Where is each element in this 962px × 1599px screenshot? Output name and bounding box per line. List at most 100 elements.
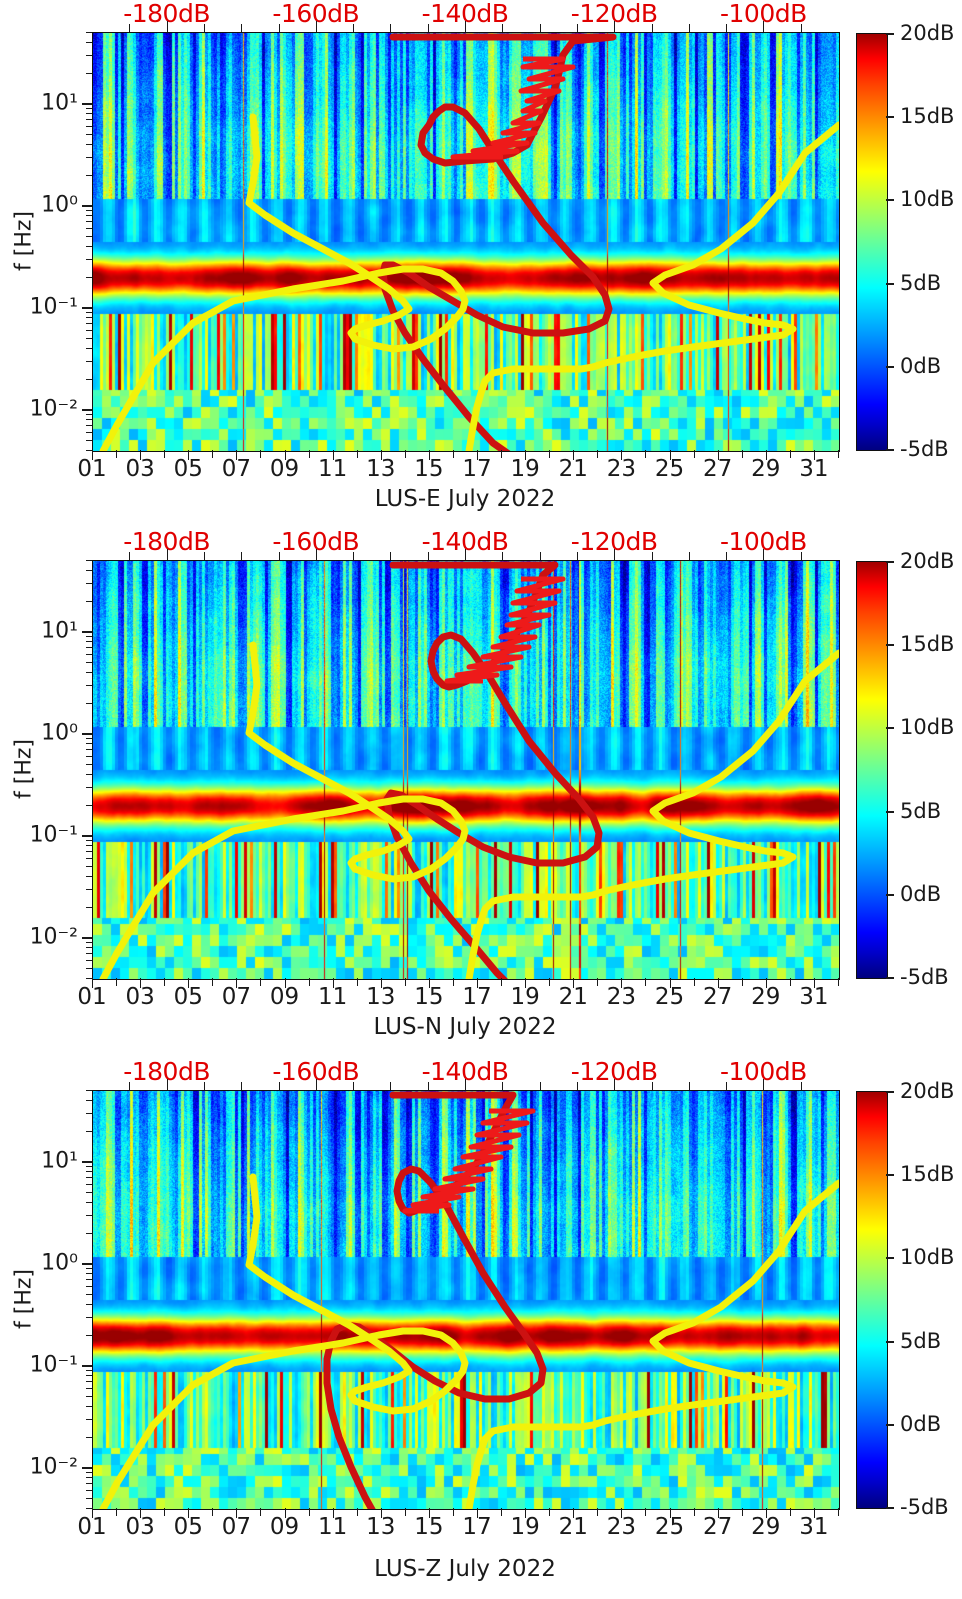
y-axis-minor-tick xyxy=(86,54,92,56)
y-axis-minor-tick xyxy=(86,1192,92,1194)
colorbar-tick-label: 0dB xyxy=(900,881,942,906)
x-axis-minor-tick xyxy=(308,1508,310,1516)
y-axis-minor-tick xyxy=(86,323,92,325)
top-axis-minor-tick xyxy=(502,1082,504,1090)
x-axis-tick xyxy=(669,978,671,988)
x-axis-tick xyxy=(140,450,142,460)
colorbar-gradient xyxy=(856,33,888,451)
x-axis-tick xyxy=(813,450,815,460)
colorbar-tick xyxy=(886,893,894,896)
y-axis-minor-tick xyxy=(86,72,92,74)
top-axis-minor-tick xyxy=(726,1082,728,1090)
panel-lus-z: -180dB -160dB -140dB -120dB -100dB f [Hz] 10… xyxy=(0,1057,962,1599)
y-axis-tick xyxy=(82,307,92,310)
x-axis-minor-tick xyxy=(404,450,406,458)
x-axis-minor-tick xyxy=(645,1508,647,1516)
y-axis-tick-label: 10⁰ xyxy=(41,192,78,218)
x-axis-tick xyxy=(236,1508,238,1518)
y-axis-minor-tick xyxy=(86,942,92,944)
panel-title: LUS-N July 2022 xyxy=(373,1014,557,1040)
x-axis-minor-tick xyxy=(501,978,503,986)
colorbar-tick xyxy=(886,727,894,730)
colorbar-tick xyxy=(886,199,894,202)
y-axis-minor-tick xyxy=(86,804,92,806)
y-axis-minor-tick xyxy=(86,221,92,223)
top-axis-tick xyxy=(763,21,765,32)
y-axis-minor-tick xyxy=(86,440,92,442)
y-axis-minor-tick xyxy=(86,635,92,637)
y-axis-minor-tick xyxy=(86,107,92,109)
x-axis-tick-label: 21 xyxy=(558,984,588,1010)
top-axis-minor-tick xyxy=(129,1082,131,1090)
x-axis-minor-tick xyxy=(645,978,647,986)
y-axis-minor-tick xyxy=(86,1381,92,1383)
x-axis-minor-tick xyxy=(838,1508,839,1516)
y-axis-minor-tick xyxy=(86,569,92,571)
y-axis-frequency: f [Hz] 10⁻² 10⁻¹ 10⁰ 10¹ xyxy=(0,560,92,979)
y-axis-tick xyxy=(82,1467,92,1470)
y-axis-minor-tick xyxy=(86,764,92,766)
x-axis-tick-label: 03 xyxy=(125,456,155,482)
colorbar-tick-label: -5dB xyxy=(900,437,949,461)
y-axis-tick xyxy=(82,1161,92,1164)
y-axis-minor-tick xyxy=(86,317,92,319)
top-axis-tick xyxy=(465,21,466,32)
x-axis-tick xyxy=(332,450,334,460)
y-axis-minor-tick xyxy=(86,560,92,561)
x-axis-minor-tick xyxy=(501,450,503,458)
x-axis-tick xyxy=(332,978,334,988)
x-axis-tick xyxy=(477,450,479,460)
colorbar-ticks: -5dB 0dB 5dB 10dB 15dB 20dB xyxy=(856,1079,962,1519)
y-axis-minor-tick xyxy=(86,156,92,158)
top-axis-minor-tick xyxy=(502,552,504,560)
top-axis-minor-tick xyxy=(278,1082,280,1090)
y-axis-minor-tick xyxy=(86,888,92,890)
top-axis-tick xyxy=(166,549,168,560)
y-axis-tick xyxy=(82,103,92,106)
colorbar-tick-label: 0dB xyxy=(900,1411,942,1436)
y-axis-minor-tick xyxy=(86,1183,92,1185)
y-axis-minor-tick xyxy=(86,653,92,655)
x-axis-minor-tick xyxy=(838,978,839,986)
spectrogram-plot-area xyxy=(92,560,840,980)
x-axis-tick-label: 01 xyxy=(77,456,107,482)
colorbar-tick-label: 15dB xyxy=(900,104,955,129)
colorbar-tick xyxy=(886,561,894,563)
x-axis-tick-label: 11 xyxy=(318,456,348,482)
colorbar-ticks: -5dB 0dB 5dB 10dB 15dB 20dB xyxy=(856,549,962,989)
x-axis-tick xyxy=(140,1508,142,1518)
x-axis-minor-tick xyxy=(741,1508,743,1516)
y-axis-tick-label: 10⁻² xyxy=(29,924,78,950)
y-axis-tick xyxy=(82,409,92,412)
y-axis-minor-tick xyxy=(86,338,92,340)
y-axis-tick xyxy=(82,937,92,940)
top-axis-minor-tick xyxy=(651,24,653,32)
x-axis-tick xyxy=(573,450,575,460)
y-axis-frequency: f [Hz] 10⁻² 10⁻¹ 10⁰ 10¹ xyxy=(0,1090,92,1509)
top-axis-minor-tick xyxy=(427,24,429,32)
top-axis-minor-tick xyxy=(390,24,392,32)
x-axis-tick-label: 11 xyxy=(318,984,348,1010)
panel-lus-e: -180dB -160dB -140dB -120dB -100dB f [Hz] 10… xyxy=(0,0,962,520)
y-axis-minor-tick xyxy=(86,227,92,229)
top-axis-minor-tick xyxy=(688,24,690,32)
x-axis-minor-tick xyxy=(597,978,599,986)
x-axis-tick-label: 31 xyxy=(799,984,829,1010)
top-axis-tick xyxy=(465,1079,466,1090)
y-axis-minor-tick xyxy=(86,1498,92,1500)
x-axis-minor-tick xyxy=(452,450,454,458)
top-axis-minor-tick xyxy=(688,1082,690,1090)
y-axis-minor-tick xyxy=(86,749,92,751)
x-axis-tick-label: 09 xyxy=(269,456,300,482)
y-axis-minor-tick xyxy=(86,1214,92,1216)
x-axis-minor-tick xyxy=(356,450,358,458)
x-axis-tick xyxy=(380,1508,382,1518)
y-axis-minor-tick xyxy=(86,906,92,908)
spectrogram-image xyxy=(93,561,839,979)
x-axis-minor-tick xyxy=(693,1508,695,1516)
top-db-axis: -180dB -160dB -140dB -120dB -100dB xyxy=(92,0,838,32)
x-axis-tick xyxy=(717,1508,719,1518)
colorbar-tick-label: 5dB xyxy=(900,1328,942,1353)
top-axis-tick xyxy=(614,21,616,32)
top-axis-minor-tick xyxy=(539,552,541,560)
